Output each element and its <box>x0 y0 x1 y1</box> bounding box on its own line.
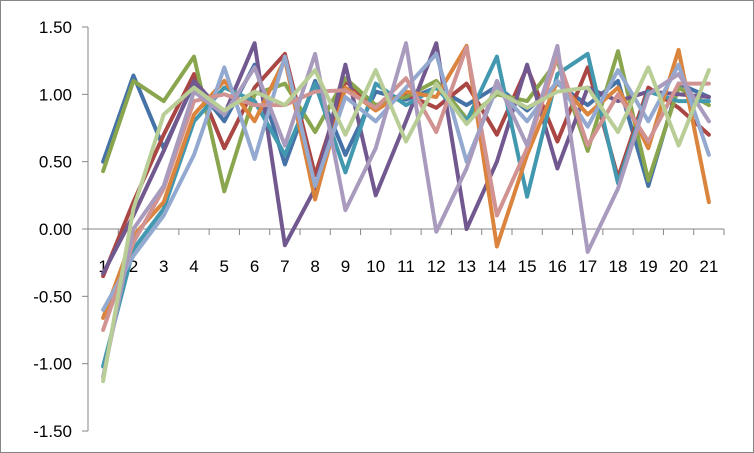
x-tick-label: 15 <box>518 257 537 276</box>
series-group <box>101 41 711 384</box>
x-tick-label: 16 <box>548 257 567 276</box>
x-tick-label: 20 <box>669 257 688 276</box>
x-tick-label: 19 <box>639 257 658 276</box>
x-tick-label: 5 <box>220 257 229 276</box>
y-tick-labels: -1.50 -1.00 -0.50 0.00 0.50 1.00 1.50 <box>33 18 72 441</box>
axes <box>82 26 725 432</box>
x-tick-label: 21 <box>699 257 718 276</box>
x-tick-label: 7 <box>280 257 289 276</box>
x-tick-label: 18 <box>609 257 628 276</box>
series-line-7 <box>101 51 711 312</box>
x-tick-label: 2 <box>129 257 138 276</box>
y-tick-label: 0.50 <box>39 153 72 172</box>
series-line-6 <box>101 43 711 320</box>
x-tick-label: 14 <box>487 257 506 276</box>
x-tick-label: 3 <box>159 257 168 276</box>
x-tick-label: 17 <box>578 257 597 276</box>
x-tick-label: 1 <box>98 257 107 276</box>
y-tick-label: -1.00 <box>33 355 72 374</box>
y-tick-label: -0.50 <box>33 287 72 306</box>
series-line-5 <box>101 51 711 369</box>
x-tick-label: 13 <box>457 257 476 276</box>
series-line-10 <box>101 65 711 384</box>
x-tick-label: 10 <box>366 257 385 276</box>
y-tick-label: -1.50 <box>33 422 72 441</box>
x-tick-label: 8 <box>310 257 319 276</box>
x-tick-label: 4 <box>189 257 198 276</box>
y-tick-label: 1.50 <box>39 18 72 37</box>
x-tick-label: 12 <box>427 257 446 276</box>
x-tick-label: 6 <box>250 257 259 276</box>
x-tick-labels: 1 2 3 4 5 6 7 8 9 10 11 12 13 14 15 16 17 18 19 20 21 <box>98 257 718 276</box>
y-tick-label: 0.00 <box>39 220 72 239</box>
x-tick-label: 9 <box>341 257 350 276</box>
y-tick-label: 1.00 <box>39 85 72 104</box>
x-tick-label: 11 <box>397 257 415 276</box>
series-line-9 <box>101 41 711 380</box>
